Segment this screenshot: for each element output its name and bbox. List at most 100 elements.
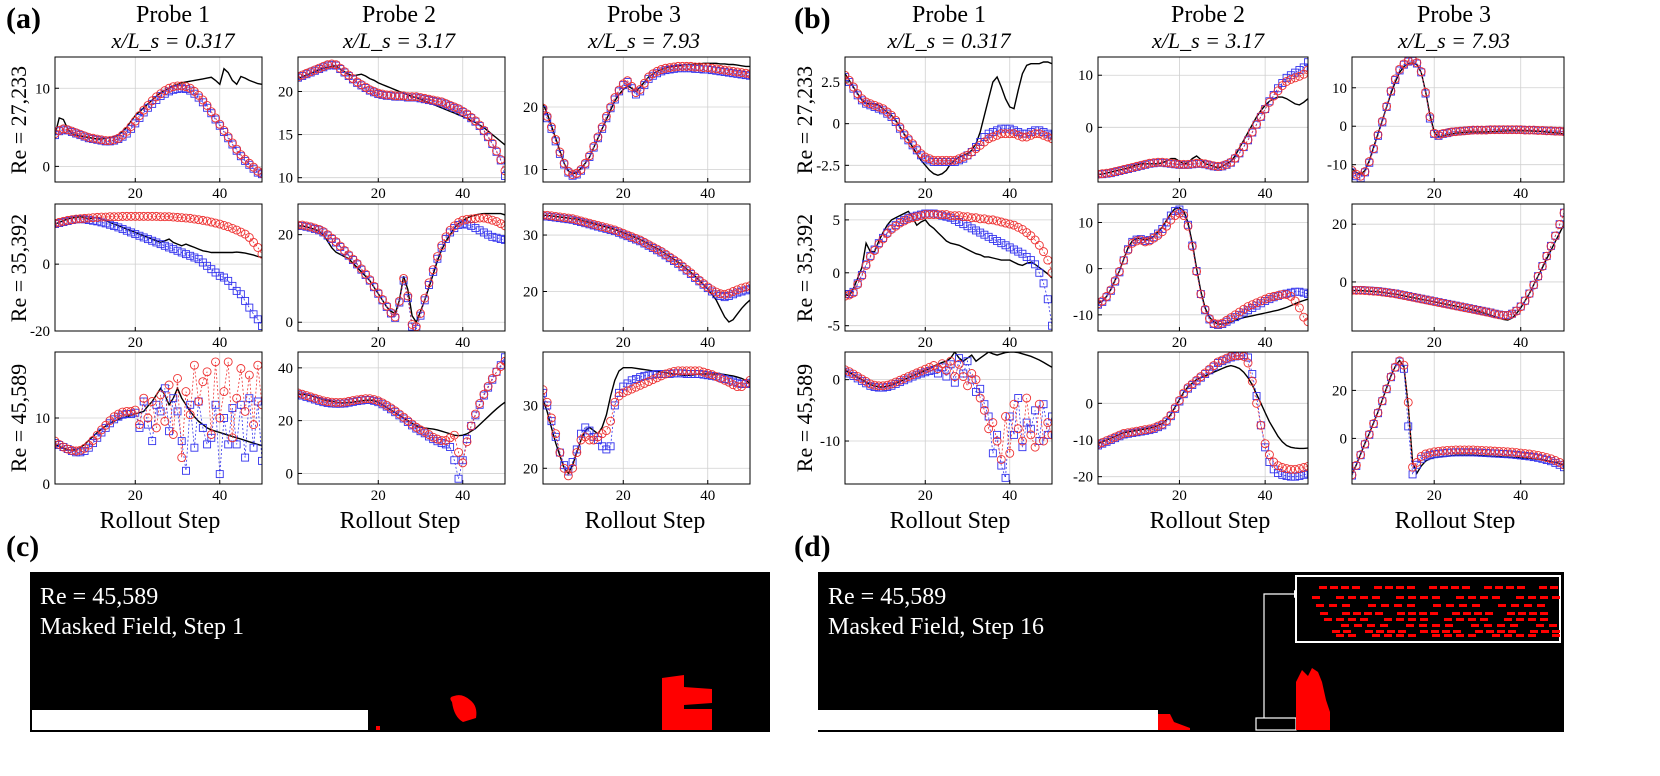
circle-marker [975, 393, 985, 403]
probe-title-a-3: Probe 3 x/L_s = 7.93 [524, 2, 764, 54]
circle-marker [1017, 132, 1027, 142]
probe-position: x/L_s = 0.317 [887, 28, 1011, 53]
circle-marker [555, 212, 565, 222]
circle-marker [891, 377, 901, 387]
circle-marker [610, 397, 620, 407]
square-marker [258, 322, 262, 330]
circle-marker [737, 283, 747, 293]
model-a-line [298, 217, 505, 328]
circle-marker [310, 65, 320, 75]
circle-marker [703, 63, 713, 73]
circle-marker [1252, 298, 1262, 308]
circle-marker [694, 62, 704, 72]
mask-cell [1407, 604, 1415, 607]
square-marker [543, 388, 547, 397]
square-marker [479, 228, 488, 237]
circle-marker [669, 367, 679, 376]
circle-marker [848, 82, 858, 92]
circle-marker [1039, 130, 1049, 140]
truth-line [1352, 223, 1564, 321]
square-marker [1261, 105, 1270, 114]
mask-cell [1452, 612, 1460, 615]
circle-marker [845, 365, 850, 375]
circle-marker [168, 82, 178, 92]
tick-label-y: 0 [833, 373, 841, 389]
circle-marker [1494, 310, 1504, 320]
circle-marker [1106, 285, 1116, 295]
circle-marker [1166, 410, 1176, 420]
square-marker [203, 440, 212, 449]
circle-marker [870, 100, 880, 110]
square-marker [143, 420, 152, 429]
circle-marker [1162, 221, 1172, 231]
model-b-line [1098, 209, 1308, 326]
circle-marker [1226, 313, 1236, 323]
mask-cell [1536, 624, 1544, 627]
circle-marker [1477, 306, 1487, 316]
circle-marker [1503, 447, 1513, 457]
circle-marker [1468, 125, 1478, 135]
circle-marker [1377, 396, 1387, 406]
circle-marker [206, 217, 216, 227]
circle-marker [1386, 288, 1396, 298]
circle-marker [1136, 235, 1146, 245]
circle-marker [92, 212, 102, 222]
circle-marker [631, 382, 641, 392]
mask-cell [1432, 624, 1440, 627]
plot-frame [297, 351, 506, 485]
circle-marker [470, 409, 480, 419]
circle-marker [996, 454, 1006, 464]
circle-marker [1102, 436, 1112, 446]
circle-marker [1260, 439, 1270, 449]
circle-marker [895, 218, 905, 228]
mask-blobs-c [376, 675, 712, 730]
circle-marker [449, 102, 459, 112]
circle-marker [139, 393, 149, 403]
circle-marker [151, 423, 161, 433]
circle-marker [1127, 427, 1137, 437]
probe-position: x/L_s = 7.93 [587, 28, 701, 53]
square-marker [245, 303, 254, 312]
circle-marker [728, 287, 738, 296]
circle-marker [568, 214, 578, 224]
square-marker [1352, 286, 1356, 294]
mask-cell [1506, 586, 1514, 589]
plot-a-2-0: 20 40 0 10 [35, 351, 263, 504]
square-marker [118, 225, 127, 234]
circle-marker [1123, 245, 1133, 255]
circle-marker [1047, 268, 1052, 278]
circle-marker [1377, 287, 1387, 297]
circle-marker [420, 93, 430, 103]
mask-cell [1348, 618, 1356, 621]
circle-marker [113, 409, 123, 419]
circle-marker [1403, 57, 1413, 66]
circle-marker [916, 211, 926, 221]
tick-label-x: 40 [700, 335, 715, 351]
circle-marker [177, 81, 187, 91]
circle-marker [344, 396, 354, 406]
circle-marker [356, 80, 366, 90]
mask-cell [1394, 604, 1402, 607]
circle-marker [215, 219, 225, 229]
circle-marker [887, 379, 896, 389]
circle-marker [551, 135, 561, 144]
tick-label-y: 2.5 [821, 75, 840, 91]
probe-position: x/L_s = 7.93 [1397, 28, 1511, 53]
circle-marker [232, 393, 242, 403]
circle-marker [903, 214, 913, 224]
square-marker [572, 445, 581, 454]
circle-marker [903, 372, 913, 382]
mask-cell [1343, 630, 1351, 633]
circle-marker [971, 213, 981, 223]
circle-marker [1473, 125, 1482, 135]
square-marker [653, 370, 662, 378]
square-marker [122, 226, 131, 235]
circle-marker [1529, 450, 1539, 460]
square-marker [1560, 127, 1564, 136]
plot-b-0-2: 20 40 -10 0 10 [1327, 56, 1565, 202]
mask-cell [1537, 604, 1545, 607]
circle-marker [627, 232, 637, 242]
circle-marker [1119, 165, 1129, 174]
mask-cell [1549, 624, 1557, 627]
circle-marker [55, 129, 60, 139]
